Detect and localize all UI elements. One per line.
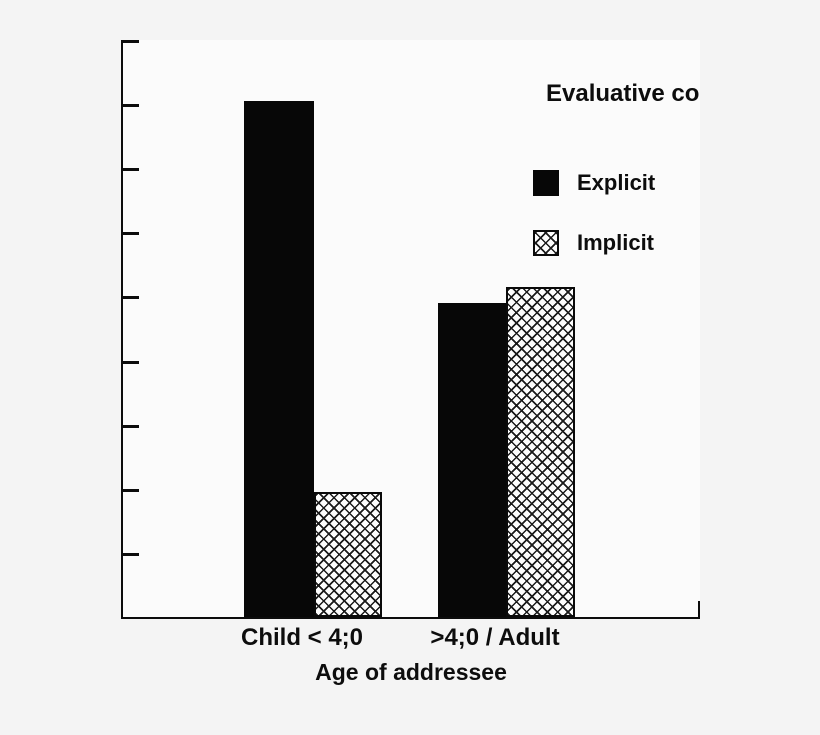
y-axis-tick bbox=[123, 553, 139, 556]
y-axis-tick bbox=[123, 489, 139, 492]
bar-implicit-child bbox=[314, 492, 382, 617]
x-category-label-child: Child < 4;0 bbox=[240, 624, 364, 651]
explicit-swatch-icon bbox=[533, 170, 559, 196]
y-axis-tick bbox=[123, 40, 139, 43]
plot-area bbox=[121, 40, 700, 619]
bar-implicit-adult bbox=[506, 287, 575, 617]
y-axis-tick bbox=[123, 296, 139, 299]
bar-explicit-adult bbox=[438, 303, 506, 617]
x-axis-end-tick bbox=[697, 601, 700, 617]
y-axis-tick bbox=[123, 361, 139, 364]
bar-explicit-child bbox=[244, 101, 314, 617]
y-axis-tick bbox=[123, 232, 139, 235]
legend-label-implicit: Implicit bbox=[577, 230, 655, 255]
x-axis-title: Age of addressee bbox=[315, 659, 507, 685]
legend-item-implicit: Implicit bbox=[533, 230, 654, 256]
y-axis-tick bbox=[123, 104, 139, 107]
legend-item-explicit: Explicit bbox=[533, 170, 655, 196]
chart-title: Evaluative co bbox=[546, 80, 700, 107]
implicit-swatch-icon bbox=[533, 230, 559, 256]
x-category-label-adult: >4;0 / Adult bbox=[430, 624, 560, 651]
legend-label-explicit: Explicit bbox=[577, 170, 656, 195]
y-axis-tick bbox=[123, 168, 139, 171]
y-axis-tick bbox=[123, 425, 139, 428]
